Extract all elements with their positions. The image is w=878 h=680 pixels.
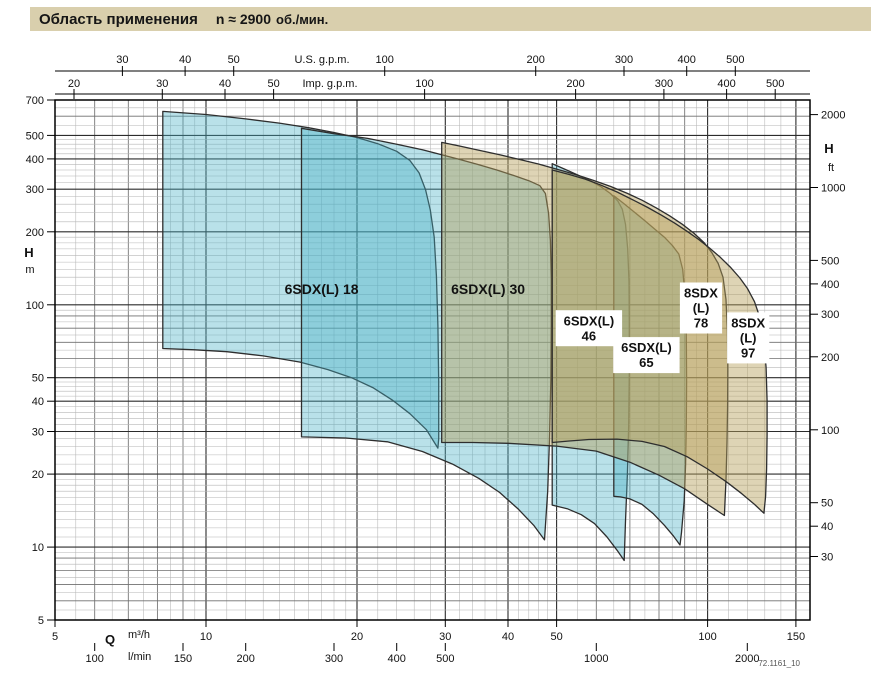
us-gpm-tick-label: 300 (615, 54, 633, 66)
h-m-tick-label: 500 (26, 130, 44, 142)
imp-gpm-tick-label: 50 (267, 78, 279, 90)
lmin-tick-label: 1000 (584, 653, 608, 665)
axis-bottom-lmin: 100 150 200 300 400 500 1000 2000 l/min (86, 643, 760, 665)
lmin-tick-label: 200 (237, 653, 255, 665)
h-ft-tick-label: 30 (821, 552, 833, 564)
m3h-tick-label: 150 (787, 631, 805, 643)
axis-right-h-ft: 2000 1000 500 400 300 200 100 50 40 30 Hft (810, 110, 845, 564)
us-gpm-tick-label: 100 (376, 54, 394, 66)
h-ft-tick-label: 100 (821, 425, 839, 437)
region-label-6sdxl-30: 6SDX(L) 30 (451, 281, 525, 297)
h-ft-tick-label: 500 (821, 255, 839, 267)
axis-top-imp-gpm: 20 30 40 50 100 200 300 400 500 Imp. g.p.m. (55, 78, 810, 99)
h-ft-tick-label: 300 (821, 309, 839, 321)
regions (162, 110, 768, 562)
region-label-8sdx-97: 97 (741, 345, 755, 360)
h-m-tick-label: 300 (26, 184, 44, 196)
region-label-6sdxl-18: 6SDX(L) 18 (285, 281, 359, 297)
m3h-tick-label: 30 (439, 631, 451, 643)
axis-label-q: Q (105, 632, 115, 647)
us-gpm-tick-label: 40 (179, 54, 191, 66)
h-ft-tick-label: 50 (821, 498, 833, 510)
imp-gpm-tick-label: 30 (156, 78, 168, 90)
region-6sdxl-18 (162, 110, 440, 449)
region-6sdxl-30 (300, 127, 552, 541)
imp-gpm-tick-label: 20 (68, 78, 80, 90)
region-label-8sdx-97: (L) (740, 330, 757, 345)
m3h-tick-label: 20 (351, 631, 363, 643)
m3h-tick-label: 10 (200, 631, 212, 643)
grid (54, 99, 811, 621)
title-bar: Область применения n ≈ 2900 об./мин. (30, 7, 871, 31)
m3h-tick-label: 40 (502, 631, 514, 643)
region-label-box (613, 337, 680, 374)
region-labels: 6SDX(L) 18 6SDX(L) 306SDX(L)466SDX(L)658S… (285, 281, 770, 374)
us-gpm-tick-label: 500 (726, 54, 744, 66)
region-label-6sdxl-46: 6SDX(L) (564, 313, 615, 328)
region-label-box (679, 282, 723, 334)
plot-border (54, 99, 811, 621)
region-label-box (727, 312, 770, 364)
axis-unit-us-gpm: U.S. g.p.m. (294, 54, 349, 66)
h-ft-tick-label: 2000 (821, 110, 845, 122)
lmin-tick-label: 300 (325, 653, 343, 665)
h-m-tick-label: 50 (32, 373, 44, 385)
h-ft-tick-label: 200 (821, 352, 839, 364)
lmin-tick-label: 150 (174, 653, 192, 665)
axis-unit-lmin: l/min (128, 651, 151, 663)
h-m-tick-label: 700 (26, 95, 44, 107)
lmin-tick-label: 100 (86, 653, 104, 665)
m3h-tick-label: 5 (52, 631, 58, 643)
imp-gpm-tick-label: 300 (655, 78, 673, 90)
region-label-8sdx-97: 8SDX (731, 315, 765, 330)
h-m-tick-label: 30 (32, 427, 44, 439)
lmin-tick-label: 2000 (735, 653, 759, 665)
h-m-tick-label: 100 (26, 300, 44, 312)
h-m-tick-label: 40 (32, 396, 44, 408)
us-gpm-tick-label: 400 (678, 54, 696, 66)
region-label-8sdx-78: 8SDX (684, 286, 718, 301)
h-m-tick-label: 400 (26, 154, 44, 166)
m3h-tick-label: 100 (698, 631, 716, 643)
h-m-tick-label: 20 (32, 469, 44, 481)
lmin-tick-label: 500 (436, 653, 454, 665)
h-ft-tick-label: 1000 (821, 183, 845, 195)
region-label-box (555, 310, 623, 347)
us-gpm-tick-label: 30 (116, 54, 128, 66)
chart-title: Область применения (39, 10, 198, 28)
us-gpm-tick-label: 50 (228, 54, 240, 66)
region-label-8sdx-78: (L) (693, 301, 710, 316)
region-label-6sdxl-65: 6SDX(L) (621, 340, 672, 355)
axis-bottom-m3h: 5 10 20 30 40 50 100 150 Q m³/h (52, 620, 805, 647)
h-m-tick-label: 10 (32, 542, 44, 554)
axis-top-us-gpm: 30 40 50 100 200 300 400 500 U.S. g.p.m. (55, 54, 810, 76)
h-m-tick-label: 200 (26, 227, 44, 239)
axis-label-h-right: H (824, 141, 833, 156)
imp-gpm-tick-label: 400 (717, 78, 735, 90)
footnote: 72.1161_10 (758, 659, 800, 668)
imp-gpm-tick-label: 100 (415, 78, 433, 90)
m3h-tick-label: 50 (550, 631, 562, 643)
lmin-tick-label: 400 (388, 653, 406, 665)
axis-unit-m: m (25, 264, 34, 276)
axis-label-h-left: H (24, 245, 33, 260)
h-m-tick-label: 5 (38, 615, 44, 627)
region-label-8sdx-78: 78 (694, 316, 708, 331)
us-gpm-tick-label: 200 (527, 54, 545, 66)
region-label-6sdxl-46: 46 (582, 328, 596, 343)
axis-unit-imp-gpm: Imp. g.p.m. (302, 78, 357, 90)
imp-gpm-tick-label: 500 (766, 78, 784, 90)
chart-speed-unit: об./мин. (276, 11, 329, 27)
axis-left-h-m: 700 500 400 300 200 100 50 40 30 20 10 5 Hm (24, 95, 55, 627)
h-ft-tick-label: 40 (821, 521, 833, 533)
region-label-6sdxl-65: 65 (639, 355, 653, 370)
axis-unit-ft: ft (828, 162, 834, 174)
chart-speed: n ≈ 2900 (215, 11, 271, 27)
h-ft-tick-label: 400 (821, 279, 839, 291)
axis-unit-m3h: m³/h (128, 629, 150, 641)
imp-gpm-tick-label: 40 (219, 78, 231, 90)
imp-gpm-tick-label: 200 (566, 78, 584, 90)
